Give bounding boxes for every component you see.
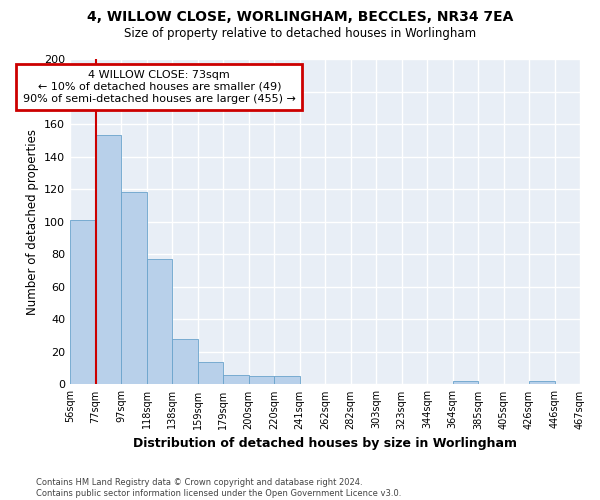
Bar <box>248 376 274 384</box>
Bar <box>274 376 299 384</box>
Bar <box>95 136 121 384</box>
Text: Contains HM Land Registry data © Crown copyright and database right 2024.
Contai: Contains HM Land Registry data © Crown c… <box>36 478 401 498</box>
Bar <box>197 362 223 384</box>
X-axis label: Distribution of detached houses by size in Worlingham: Distribution of detached houses by size … <box>133 437 517 450</box>
Bar <box>452 381 478 384</box>
Text: 4, WILLOW CLOSE, WORLINGHAM, BECCLES, NR34 7EA: 4, WILLOW CLOSE, WORLINGHAM, BECCLES, NR… <box>87 10 513 24</box>
Bar <box>223 374 248 384</box>
Bar <box>172 339 197 384</box>
Bar <box>70 220 95 384</box>
Bar <box>146 259 172 384</box>
Bar <box>529 381 554 384</box>
Text: Size of property relative to detached houses in Worlingham: Size of property relative to detached ho… <box>124 28 476 40</box>
Bar <box>121 192 146 384</box>
Text: 4 WILLOW CLOSE: 73sqm
← 10% of detached houses are smaller (49)
90% of semi-deta: 4 WILLOW CLOSE: 73sqm ← 10% of detached … <box>23 70 296 104</box>
Y-axis label: Number of detached properties: Number of detached properties <box>26 128 38 314</box>
